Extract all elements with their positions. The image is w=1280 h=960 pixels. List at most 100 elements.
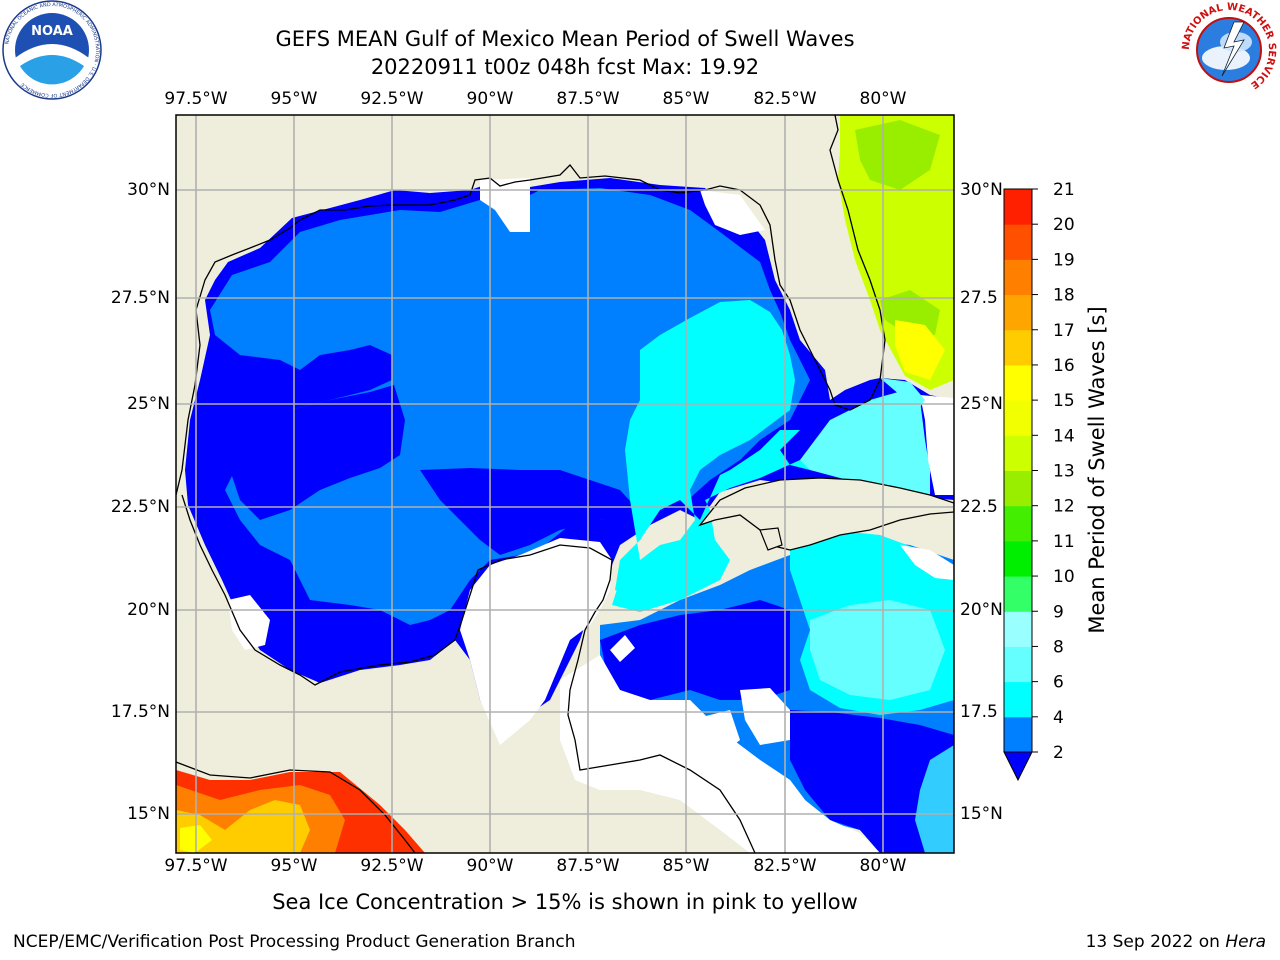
colorbar-tick-label: 15 (1053, 391, 1075, 411)
isle-of-youth (759, 527, 783, 551)
colorbar-title: Mean Period of Swell Waves [s] (1085, 306, 1109, 634)
lat-label-right: 30°N (960, 180, 1003, 200)
missing-patch-mississippi (480, 178, 530, 232)
lat-label-right: 20°N (960, 600, 1003, 620)
lon-label-bottom: 90°W (466, 856, 514, 876)
footer-date-text: 13 Sep 2022 on (1085, 932, 1226, 952)
lon-label-top: 92.5°W (360, 89, 424, 109)
lon-label-top: 80°W (859, 89, 907, 109)
lon-label-top: 95°W (270, 89, 318, 109)
coastline-us-gulf (176, 115, 886, 496)
lon-label-bottom: 85°W (662, 856, 710, 876)
lon-label-top: 85°W (662, 89, 710, 109)
colorbar-segment (1004, 505, 1032, 542)
footer-date: 13 Sep 2022 on Hera (1086, 932, 1266, 952)
missing-patch-bay-campeche (460, 538, 612, 745)
lat-label-left: 25°N (127, 394, 170, 414)
colorbar-tick-label: 12 (1053, 497, 1075, 517)
chart-title: GEFS MEAN Gulf of Mexico Mean Period of … (275, 27, 855, 51)
colorbar-segment (1004, 189, 1032, 225)
water-patch-deep2 (420, 468, 640, 555)
colorbar-tick-label: 9 (1053, 602, 1064, 622)
caribbean-deep (600, 600, 790, 700)
lat-label-left: 17.5°N (110, 702, 170, 722)
map-frame (175, 114, 955, 854)
colorbar-segment (1004, 259, 1032, 296)
lon-label-bottom: 95°W (270, 856, 318, 876)
lon-label-top: 87.5°W (556, 89, 620, 109)
missing-patch-cuba-s (900, 545, 954, 580)
lon-label-bottom: 97.5°W (164, 856, 228, 876)
coastline-mexico (181, 494, 613, 686)
missing-patch-fl-keys (920, 395, 954, 495)
colorbar-tick-label: 11 (1053, 532, 1075, 552)
colorbar-segment (1004, 716, 1032, 753)
colorbar-tick-label: 8 (1053, 637, 1064, 657)
colorbar-tick-label: 18 (1053, 286, 1075, 306)
atlantic-cyan (880, 378, 925, 410)
missing-patch-carib2 (690, 710, 740, 755)
water-cyan-east (612, 300, 925, 612)
colorbar-tick-label: 10 (1053, 567, 1075, 587)
lat-label-left: 27.5°N (110, 288, 170, 308)
missing-patch-carib1 (610, 635, 635, 662)
colorbar-tick-label: 13 (1053, 462, 1075, 482)
missing-patch-ne (700, 190, 765, 235)
colorbar-segment (1004, 681, 1032, 718)
lon-label-bottom: 87.5°W (556, 856, 620, 876)
map-plot-area (176, 115, 954, 853)
footer-credit: NCEP/EMC/Verification Post Processing Pr… (13, 932, 576, 952)
lon-label-bottom: 92.5°W (360, 856, 424, 876)
footnote: Sea Ice Concentration > 15% is shown in … (272, 890, 858, 914)
water-cyan-straits (800, 390, 930, 495)
lon-label-bottom: 82.5°W (753, 856, 817, 876)
water-patch-deep (230, 385, 405, 520)
lon-label-top: 90°W (466, 89, 514, 109)
lat-label-left: 22.5°N (110, 497, 170, 517)
coastline-central-america-pacific (176, 761, 416, 853)
noaa-logo-text: NOAA (31, 24, 73, 39)
chart-subtitle: 20220911 t00z 048h fcst Max: 19.92 (370, 55, 760, 79)
colorbar-tick-label: 2 (1053, 743, 1064, 763)
graticule (176, 115, 954, 853)
colorbar-tick-label: 17 (1053, 321, 1075, 341)
colorbar-segment (1004, 364, 1032, 401)
lat-label-right: 17.5 (960, 702, 998, 722)
colorbar-tick-label: 4 (1053, 708, 1064, 728)
colorbar-segment (1004, 646, 1032, 683)
colorbar-tick-label: 6 (1053, 673, 1064, 693)
caribbean-deep2 (790, 710, 954, 853)
lat-label-left: 15°N (127, 804, 170, 824)
colorbar-tick-label: 16 (1053, 356, 1075, 376)
caribbean-cyan-se (915, 745, 954, 853)
colorbar-tick-label: 14 (1053, 426, 1075, 446)
lat-label-left: 30°N (127, 180, 170, 200)
lon-label-top: 82.5°W (753, 89, 817, 109)
colorbar-segment (1004, 224, 1032, 260)
coastline-yucatan-east (567, 611, 756, 853)
colorbar-segment (1004, 294, 1032, 331)
colorbar-segment (1004, 470, 1032, 507)
lat-label-right: 22.5 (960, 497, 998, 517)
colorbar-tick-label: 21 (1053, 180, 1075, 200)
atlantic-green-patches (855, 120, 940, 335)
colorbar-segment (1004, 576, 1032, 612)
atlantic-yellow-patch (895, 320, 945, 380)
lat-label-right: 25°N (960, 394, 1003, 414)
colorbar-segment (1004, 329, 1032, 366)
lat-label-right: 27.5 (960, 288, 998, 308)
missing-patch-nw (228, 595, 270, 650)
caribbean-lightcyan (810, 600, 945, 700)
colorbar-extend-triangle (1003, 751, 1033, 782)
colorbar-segment (1004, 435, 1032, 471)
colorbar-tick-label: 20 (1053, 215, 1075, 235)
nws-logo: NATIONAL WEATHER SERVICE (1181, 2, 1277, 97)
colorbar: 2 4 6 8 9 10 11 12 13 14 15 16 17 18 19 20 21 (1003, 180, 1075, 782)
lon-label-top: 97.5°W (164, 89, 228, 109)
colorbar-segment (1004, 540, 1032, 577)
missing-patch-carib3 (740, 688, 790, 745)
lon-label-bottom: 80°W (859, 856, 907, 876)
lat-label-left: 20°N (127, 600, 170, 620)
colorbar-tick-label: 19 (1053, 250, 1075, 270)
